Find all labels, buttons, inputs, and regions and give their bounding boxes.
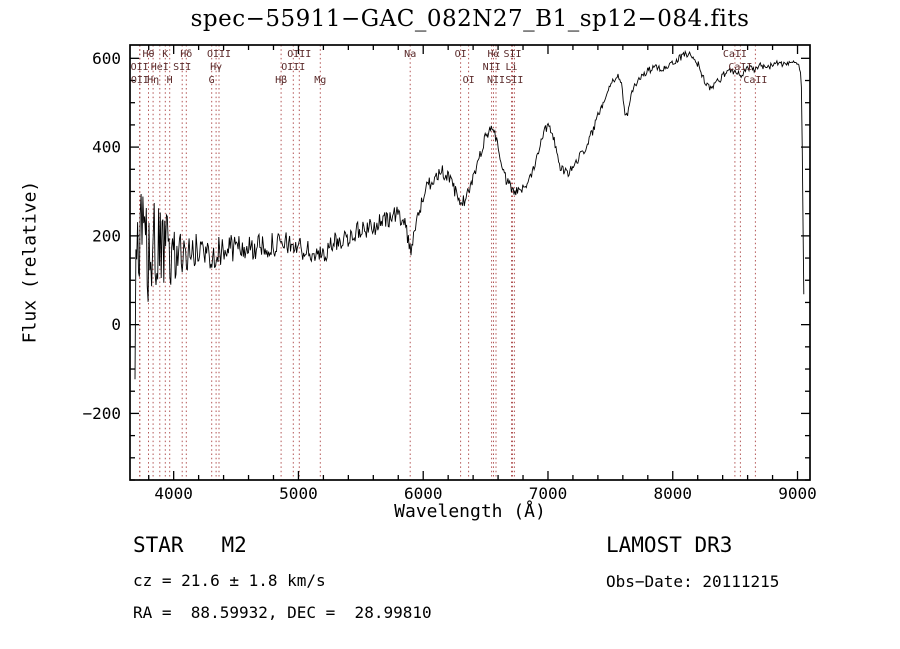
spectrum-line [134,49,805,380]
marker-label: NII [487,75,505,86]
marker-label: CaII [723,49,747,60]
axis-ticks [130,45,810,481]
marker-label: HeI [151,62,169,73]
tick-label: 4000 [154,484,193,503]
marker-labels: OIIOIIHθHηHeIKHSIIHδGHγOIIIHβOIIIOIIIMgN… [131,49,768,86]
marker-label: CaII [743,75,767,86]
marker-label: OI [455,49,467,60]
marker-label: OII [131,75,149,86]
marker-label: Li [505,62,517,73]
x-axis-label: Wavelength (Å) [394,501,546,522]
cz-velocity-label: cz = 21.6 ± 1.8 km/s [133,571,326,590]
tick-label: 400 [92,138,121,157]
marker-label: Hη [147,75,159,86]
marker-label: Hα [487,49,499,60]
marker-label: Hγ [210,62,222,73]
y-axis-label: Flux (relative) [19,180,41,344]
marker-label: Hδ [180,49,192,60]
object-class-label: STAR M2 [133,533,247,557]
tick-label: −200 [82,404,121,423]
marker-label: SII [503,49,521,60]
marker-label: Hβ [275,75,287,86]
page-title: spec−55911−GAC_082N27_B1_sp12−084.fits [190,6,750,32]
marker-label: Na [404,49,416,60]
marker-label: SII [173,62,191,73]
marker-label: OIII [281,62,305,73]
tick-label: 5000 [279,484,318,503]
tick-labels: 4000 5000 6000 7000 8000 9000 −200 0 200 400 600 [82,49,816,503]
marker-label: OIII [287,49,311,60]
survey-release-label: LAMOST DR3 [606,533,733,557]
tick-label: 600 [92,49,121,68]
marker-label: OII [131,62,149,73]
tick-label: 8000 [653,484,692,503]
tick-label: 200 [92,226,121,245]
marker-label: K [162,49,168,60]
tick-label: 6000 [404,484,443,503]
marker-label: H [167,75,173,86]
marker-label: OI [463,75,475,86]
marker-label: OIII [207,49,231,60]
tick-label: 0 [111,315,121,334]
tick-label: 7000 [529,484,568,503]
marker-label: Hθ [142,49,154,60]
obs-date-label: Obs−Date: 20111215 [606,572,780,591]
marker-label: NII [483,62,501,73]
marker-label: SII [505,75,523,86]
tick-label: 9000 [778,484,817,503]
spectrum-plot-svg: 4000 5000 6000 7000 8000 9000 −200 0 200 400 600 OI… [82,44,817,503]
marker-label: Mg [314,75,326,86]
ra-dec-label: RA = 88.59932, DEC = 28.99810 [133,603,432,622]
plot-frame [129,44,811,481]
marker-label: CaII [728,62,752,73]
spectral-line-markers [139,45,756,480]
marker-label: G [209,75,215,86]
